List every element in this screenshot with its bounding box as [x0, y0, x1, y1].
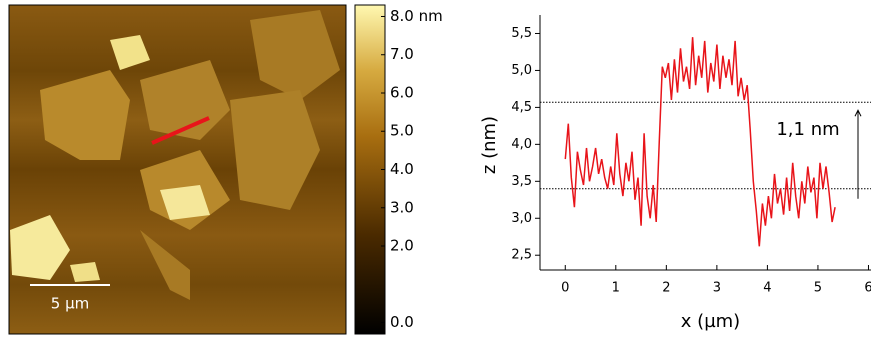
- y-tick-label: 3,5: [511, 174, 532, 189]
- annotation: 1,1 nm: [776, 119, 839, 140]
- colorbar-tick-label: 2.0: [390, 237, 414, 255]
- flake: [40, 70, 130, 160]
- x-tick-label: 0: [561, 281, 569, 296]
- bright-flake: [10, 215, 70, 280]
- y-tick-label: 4,0: [511, 137, 532, 152]
- y-tick-label: 3,0: [511, 211, 532, 226]
- y-axis-label: z (nm): [479, 116, 500, 174]
- scale-bar-label: 5 µm: [51, 295, 89, 313]
- flake: [230, 90, 320, 210]
- x-axis-label: x (µm): [681, 311, 740, 332]
- x-tick-label: 6: [864, 281, 871, 296]
- x-tick-label: 1: [612, 281, 620, 296]
- y-tick-label: 5,5: [511, 26, 532, 41]
- profile-line: [151, 116, 210, 145]
- y-tick-label: 5,0: [511, 63, 532, 78]
- x-tick-label: 3: [713, 281, 721, 296]
- x-tick-label: 4: [763, 281, 771, 296]
- afm-image: 5 µm: [8, 4, 347, 335]
- colorbar-tick-label: 4.0: [390, 160, 414, 178]
- y-tick-label: 2,5: [511, 248, 532, 263]
- flake: [140, 230, 190, 300]
- colorbar-tick-label: 8.0 nm: [390, 7, 443, 25]
- colorbar-tick-label: 3.0: [390, 198, 414, 216]
- bright-flake: [160, 185, 210, 220]
- colorbar-tick-label: 7.0: [390, 45, 414, 63]
- colorbar-tick-label: 0.0: [390, 313, 414, 331]
- y-tick-label: 4,5: [511, 100, 532, 115]
- colorbar-tick-label: 6.0: [390, 83, 414, 101]
- x-tick-label: 2: [662, 281, 670, 296]
- arrow-head: [854, 109, 862, 117]
- colorbar-tick-label: 5.0: [390, 122, 414, 140]
- profile-line: [564, 37, 836, 247]
- bright-flake: [110, 35, 150, 70]
- flake: [250, 10, 340, 100]
- x-tick-label: 5: [814, 281, 822, 296]
- colorbar: [354, 4, 386, 335]
- bright-flake: [70, 262, 100, 282]
